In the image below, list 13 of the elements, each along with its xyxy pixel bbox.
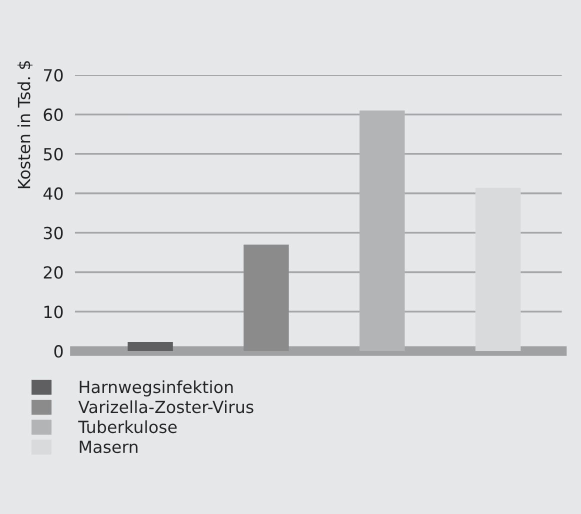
y-tick-label: 0 [54, 345, 63, 358]
y-tick-label: 50 [44, 148, 63, 160]
y-tick-label: 20 [44, 266, 63, 279]
legend-label: Varizella-Zoster-Virus [78, 400, 254, 414]
y-tick-label: 40 [43, 187, 63, 200]
legend-label: Tuberkulose [78, 420, 177, 434]
y-tick-label: 60 [44, 108, 63, 122]
legend-label: Masern [80, 440, 138, 454]
y-tick-label: 10 [44, 306, 63, 318]
y-tick-label: 70 [44, 69, 63, 82]
y-tick-label: 30 [44, 226, 63, 240]
legend-label: Harnwegsinfektion [80, 380, 233, 396]
y-axis-title: Kosten in Tsd. $ [17, 61, 33, 188]
